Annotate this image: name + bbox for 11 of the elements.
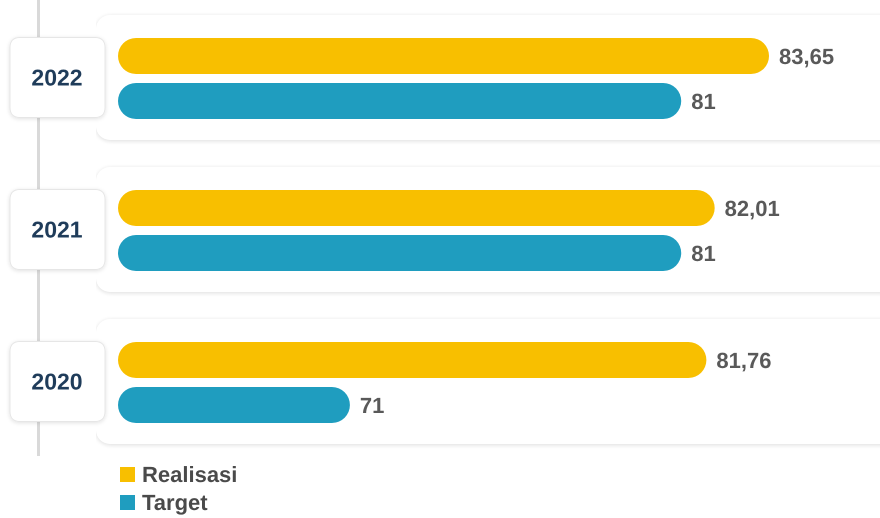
y-tick-label: 2020	[31, 368, 83, 394]
y-tick-label: 2021	[31, 216, 83, 242]
data-label: 83,65	[779, 44, 834, 69]
data-label: 71	[360, 393, 384, 418]
y-tick-label: 2022	[31, 64, 83, 90]
data-label: 81	[691, 89, 716, 114]
data-label: 81,76	[716, 348, 772, 373]
legend-label: Realisasi	[142, 462, 238, 487]
data-label: 82,01	[724, 196, 780, 221]
data-label: 81	[691, 241, 716, 266]
legend-label: Target	[142, 490, 208, 515]
